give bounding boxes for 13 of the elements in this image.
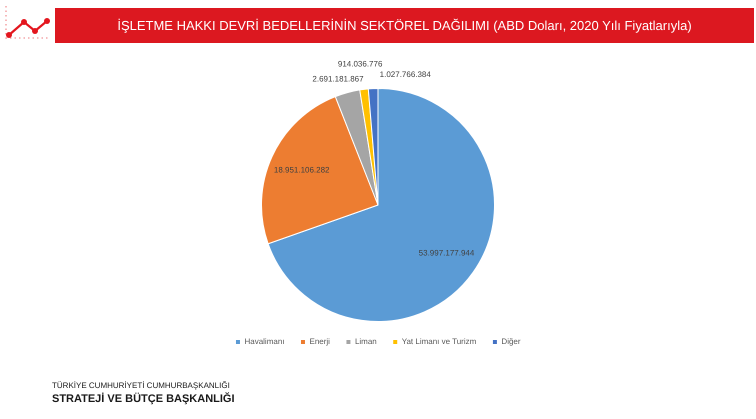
legend-label: Yat Limanı ve Turizm (402, 337, 477, 346)
data-label: 914.036.776 (338, 60, 383, 69)
text: TÜRKİYE CUMHURİYETİ CUMHURBAŞKANLIĞI (52, 381, 230, 390)
data-label: 1.027.766.384 (380, 70, 432, 79)
chart-title: İŞLETME HAKKI DEVRİ BEDELLERİNİN SEKTÖREL DAĞILIMI (ABD Doları, 2020 Yılı Fiyatlarıyla) (117, 18, 692, 33)
legend-label: Diğer (501, 337, 521, 346)
legend-label: Havalimanı (244, 337, 284, 346)
text: STRATEJİ VE BÜTÇE BAŞKANLIĞI (52, 393, 235, 405)
data-label: 2.691.181.867 (312, 74, 364, 84)
legend-label: Enerji (309, 337, 330, 346)
legend-label: Liman (354, 337, 377, 346)
data-label: 53.997.177.944 (418, 248, 475, 258)
data-label: 18.951.106.282 (274, 165, 330, 174)
